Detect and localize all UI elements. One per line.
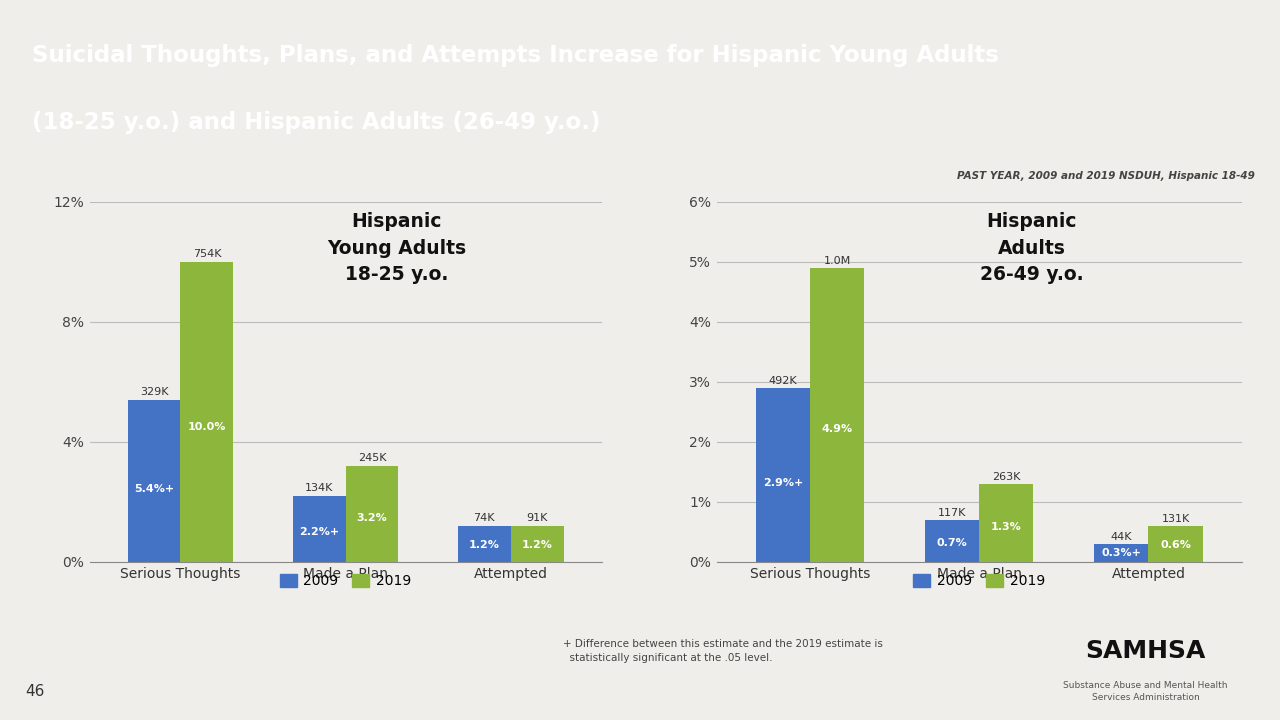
Legend: 2009, 2019: 2009, 2019 [908,569,1051,594]
Bar [1148,526,1203,562]
Text: 4.9%: 4.9% [822,424,852,434]
Bar [1094,544,1148,562]
Bar [925,520,979,562]
Text: 1.2%: 1.2% [468,541,499,550]
Text: 263K: 263K [992,472,1020,482]
Text: Hispanic
Adults
26-49 y.o.: Hispanic Adults 26-49 y.o. [980,212,1083,284]
Text: 329K: 329K [140,387,168,397]
Bar [810,268,864,562]
Text: 2.9%+: 2.9%+ [763,478,803,488]
Text: 0.3%+: 0.3%+ [1102,549,1142,559]
Text: 44K: 44K [1111,532,1132,541]
Text: SAMHSA: SAMHSA [1085,639,1206,662]
Bar [979,484,1033,562]
Text: 134K: 134K [305,483,333,493]
Text: 0.6%: 0.6% [1160,541,1190,550]
Text: 0.7%: 0.7% [937,538,968,548]
Bar [128,400,180,562]
Bar [180,261,233,562]
Bar [293,495,346,562]
Text: 5.4%+: 5.4%+ [134,484,174,494]
Text: 131K: 131K [1161,514,1189,524]
Bar [755,387,810,562]
Bar [346,466,398,562]
Text: 1.2%: 1.2% [522,541,553,550]
Text: PAST YEAR, 2009 and 2019 NSDUH, Hispanic 18-49: PAST YEAR, 2009 and 2019 NSDUH, Hispanic… [956,171,1254,181]
Text: 74K: 74K [474,513,495,523]
Text: 117K: 117K [938,508,966,518]
Text: 46: 46 [26,684,45,698]
Bar [511,526,563,562]
Text: Suicidal Thoughts, Plans, and Attempts Increase for Hispanic Young Adults: Suicidal Thoughts, Plans, and Attempts I… [32,45,998,68]
Bar [458,526,511,562]
Text: 3.2%: 3.2% [357,513,388,523]
Text: 754K: 754K [192,249,221,259]
Legend: 2009, 2019: 2009, 2019 [274,569,417,594]
Text: + Difference between this estimate and the 2019 estimate is
  statistically sign: + Difference between this estimate and t… [563,639,883,663]
Text: 10.0%: 10.0% [188,422,227,431]
Text: 1.0M: 1.0M [823,256,851,266]
Text: Hispanic
Young Adults
18-25 y.o.: Hispanic Young Adults 18-25 y.o. [328,212,466,284]
Text: Substance Abuse and Mental Health
Services Administration: Substance Abuse and Mental Health Servic… [1064,681,1228,701]
Text: 91K: 91K [526,513,548,523]
Text: 245K: 245K [358,453,387,463]
Text: (18-25 y.o.) and Hispanic Adults (26-49 y.o.): (18-25 y.o.) and Hispanic Adults (26-49 … [32,111,600,134]
Text: 2.2%+: 2.2%+ [300,527,339,537]
Text: 1.3%: 1.3% [991,521,1021,531]
Text: 492K: 492K [768,376,797,386]
